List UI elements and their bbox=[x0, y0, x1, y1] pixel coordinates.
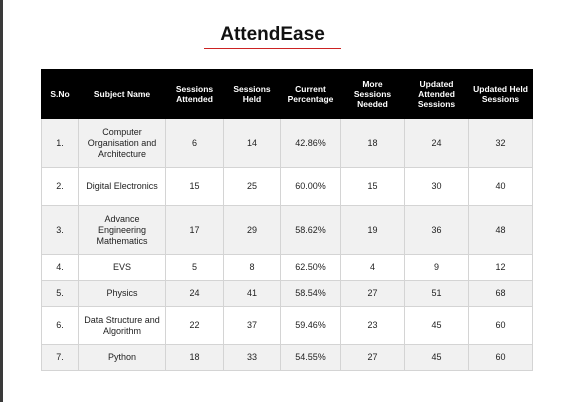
cell-updated-attended-sessions: 9 bbox=[404, 254, 469, 281]
cell-updated-attended-sessions: 24 bbox=[404, 118, 469, 168]
cell-more-sessions-needed: 23 bbox=[340, 306, 405, 345]
cell-sno: 3. bbox=[41, 205, 79, 255]
cell-subject-name: EVS bbox=[78, 254, 166, 281]
cell-more-sessions-needed: 4 bbox=[340, 254, 405, 281]
cell-updated-attended-sessions: 45 bbox=[404, 306, 469, 345]
cell-subject-name: Computer Organisation and Architecture bbox=[78, 118, 166, 168]
column-header-sessions-held: Sessions Held bbox=[223, 69, 281, 119]
cell-current-percentage: 42.86% bbox=[280, 118, 341, 168]
cell-sessions-attended: 24 bbox=[165, 280, 224, 307]
cell-updated-attended-sessions: 36 bbox=[404, 205, 469, 255]
cell-sessions-attended: 6 bbox=[165, 118, 224, 168]
cell-sno: 6. bbox=[41, 306, 79, 345]
cell-updated-held-sessions: 40 bbox=[468, 167, 533, 206]
table-row: 4. EVS 5 8 62.50% 4 9 12 bbox=[41, 254, 533, 281]
table-header-row: S.No Subject Name Sessions Attended Sess… bbox=[41, 69, 533, 119]
cell-updated-attended-sessions: 51 bbox=[404, 280, 469, 307]
column-header-sessions-attended: Sessions Attended bbox=[165, 69, 224, 119]
table-row: 5. Physics 24 41 58.54% 27 51 68 bbox=[41, 280, 533, 307]
cell-current-percentage: 62.50% bbox=[280, 254, 341, 281]
cell-updated-held-sessions: 68 bbox=[468, 280, 533, 307]
cell-more-sessions-needed: 18 bbox=[340, 118, 405, 168]
cell-subject-name: Physics bbox=[78, 280, 166, 307]
column-header-sno: S.No bbox=[41, 69, 79, 119]
cell-subject-name: Data Structure and Algorithm bbox=[78, 306, 166, 345]
cell-sessions-attended: 17 bbox=[165, 205, 224, 255]
cell-sessions-held: 14 bbox=[223, 118, 281, 168]
cell-subject-name: Advance Engineering Mathematics bbox=[78, 205, 166, 255]
cell-sno: 7. bbox=[41, 344, 79, 371]
cell-updated-attended-sessions: 30 bbox=[404, 167, 469, 206]
table-row: 3. Advance Engineering Mathematics 17 29… bbox=[41, 205, 533, 255]
table-row: 6. Data Structure and Algorithm 22 37 59… bbox=[41, 306, 533, 345]
cell-current-percentage: 58.54% bbox=[280, 280, 341, 307]
cell-current-percentage: 54.55% bbox=[280, 344, 341, 371]
cell-subject-name: Digital Electronics bbox=[78, 167, 166, 206]
attendance-table: S.No Subject Name Sessions Attended Sess… bbox=[41, 69, 533, 371]
cell-updated-held-sessions: 60 bbox=[468, 306, 533, 345]
cell-sessions-held: 25 bbox=[223, 167, 281, 206]
cell-current-percentage: 59.46% bbox=[280, 306, 341, 345]
cell-current-percentage: 60.00% bbox=[280, 167, 341, 206]
cell-more-sessions-needed: 15 bbox=[340, 167, 405, 206]
cell-more-sessions-needed: 19 bbox=[340, 205, 405, 255]
cell-sessions-attended: 18 bbox=[165, 344, 224, 371]
cell-sessions-held: 33 bbox=[223, 344, 281, 371]
cell-updated-held-sessions: 32 bbox=[468, 118, 533, 168]
cell-updated-held-sessions: 60 bbox=[468, 344, 533, 371]
column-header-more-sessions-needed: More Sessions Needed bbox=[340, 69, 405, 119]
cell-subject-name: Python bbox=[78, 344, 166, 371]
table-row: 2. Digital Electronics 15 25 60.00% 15 3… bbox=[41, 167, 533, 206]
cell-more-sessions-needed: 27 bbox=[340, 344, 405, 371]
cell-sno: 5. bbox=[41, 280, 79, 307]
cell-sessions-held: 37 bbox=[223, 306, 281, 345]
cell-updated-held-sessions: 12 bbox=[468, 254, 533, 281]
table-row: 7. Python 18 33 54.55% 27 45 60 bbox=[41, 344, 533, 371]
cell-more-sessions-needed: 27 bbox=[340, 280, 405, 307]
cell-sessions-held: 41 bbox=[223, 280, 281, 307]
page-title: AttendEase bbox=[204, 24, 341, 49]
cell-sessions-attended: 5 bbox=[165, 254, 224, 281]
cell-sno: 1. bbox=[41, 118, 79, 168]
cell-updated-attended-sessions: 45 bbox=[404, 344, 469, 371]
cell-current-percentage: 58.62% bbox=[280, 205, 341, 255]
table-row: 1. Computer Organisation and Architectur… bbox=[41, 118, 533, 168]
cell-sno: 2. bbox=[41, 167, 79, 206]
cell-sessions-held: 8 bbox=[223, 254, 281, 281]
window-left-border bbox=[0, 0, 3, 402]
cell-sessions-attended: 15 bbox=[165, 167, 224, 206]
cell-sno: 4. bbox=[41, 254, 79, 281]
column-header-updated-attended-sessions: Updated Attended Sessions bbox=[404, 69, 469, 119]
column-header-subject-name: Subject Name bbox=[78, 69, 166, 119]
cell-sessions-held: 29 bbox=[223, 205, 281, 255]
cell-sessions-attended: 22 bbox=[165, 306, 224, 345]
column-header-current-percentage: Current Percentage bbox=[280, 69, 341, 119]
cell-updated-held-sessions: 48 bbox=[468, 205, 533, 255]
column-header-updated-held-sessions: Updated Held Sessions bbox=[468, 69, 533, 119]
